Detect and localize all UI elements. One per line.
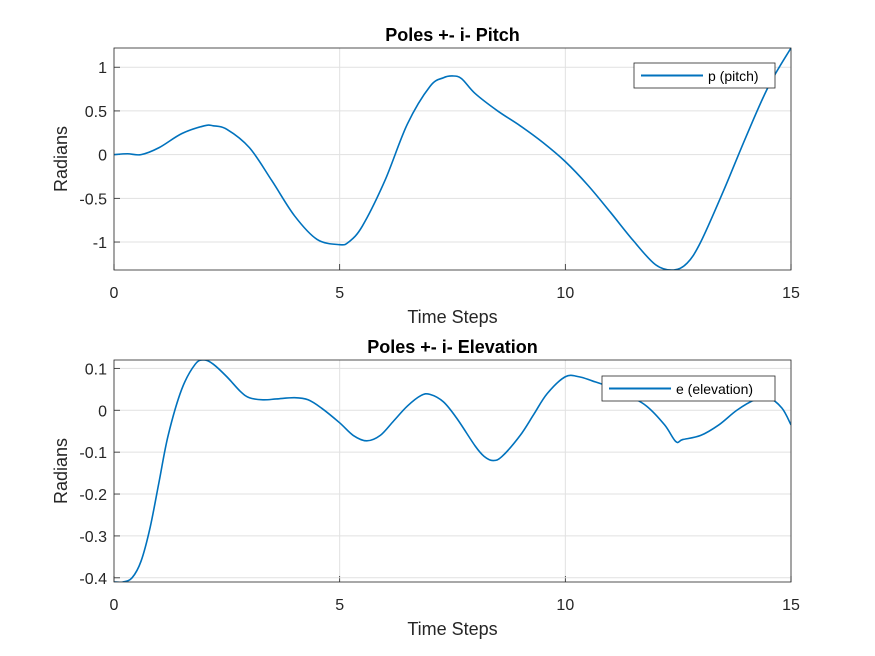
pitch-y-tick-labels: 1 0.5 0 -0.5 -1 — [79, 60, 107, 252]
pitch-legend-label: p (pitch) — [708, 68, 759, 84]
pitch-series-line — [114, 48, 791, 270]
pitch-x-tick-label: 15 — [782, 285, 800, 302]
elevation-x-tick-label: 10 — [556, 597, 574, 614]
elevation-axes-box — [113, 359, 792, 583]
pitch-x-tick-label: 5 — [335, 285, 344, 302]
pitch-y-axis-label: Radians — [51, 126, 71, 192]
elevation-y-tick-label: -0.4 — [79, 571, 107, 588]
elevation-y-tick-label: 0.1 — [85, 361, 107, 378]
elevation-y-tick-label: -0.2 — [79, 487, 107, 504]
elevation-x-tick-label: 0 — [110, 597, 119, 614]
pitch-x-tick-labels: 0 5 10 15 — [110, 285, 800, 302]
pitch-y-tick-label: -1 — [93, 235, 107, 252]
elevation-y-axis-label: Radians — [51, 438, 71, 504]
elevation-x-tick-label: 5 — [335, 597, 344, 614]
elevation-y-tick-labels: 0.1 0 -0.1 -0.2 -0.3 -0.4 — [79, 361, 107, 587]
pitch-y-tick-label: 0.5 — [85, 104, 107, 121]
elevation-y-tick-label: -0.3 — [79, 529, 107, 546]
elevation-title: Poles +- i- Elevation — [367, 337, 538, 357]
elevation-legend: e (elevation) — [601, 375, 776, 402]
elevation-axes: 0 5 10 15 0.1 0 -0.1 -0.2 -0.3 -0.4 Poles +- i- … — [51, 337, 800, 639]
pitch-axes-box — [113, 47, 792, 271]
elevation-y-tick-label: -0.1 — [79, 445, 107, 462]
pitch-y-tick-label: 0 — [98, 148, 107, 165]
elevation-x-tick-label: 15 — [782, 597, 800, 614]
elevation-x-tick-labels: 0 5 10 15 — [110, 597, 800, 614]
pitch-x-tick-label: 10 — [556, 285, 574, 302]
pitch-x-axis-label: Time Steps — [407, 307, 497, 327]
pitch-title: Poles +- i- Pitch — [385, 25, 520, 45]
elevation-x-axis-label: Time Steps — [407, 619, 497, 639]
pitch-y-tick-label: 1 — [98, 60, 107, 77]
elevation-y-tick-label: 0 — [98, 403, 107, 420]
pitch-x-tick-label: 0 — [110, 285, 119, 302]
pitch-axes: 0 5 10 15 1 0.5 0 -0.5 -1 Poles +- i- Pitch Tim… — [51, 25, 800, 327]
pitch-y-tick-label: -0.5 — [79, 191, 107, 208]
pitch-legend: p (pitch) — [633, 62, 776, 89]
elevation-legend-label: e (elevation) — [676, 381, 753, 397]
